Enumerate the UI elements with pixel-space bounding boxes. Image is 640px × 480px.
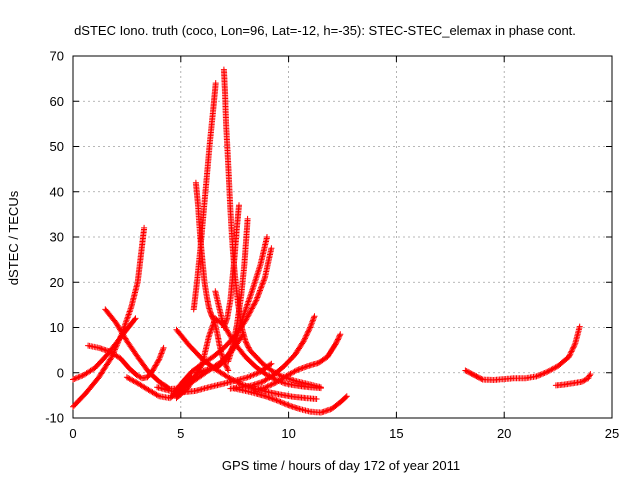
x-axis-title: GPS time / hours of day 172 of year 2011 [222,458,460,473]
data-series [225,215,251,365]
chart-title: dSTEC Iono. truth (coco, Lon=96, Lat=-12… [74,23,576,38]
x-tick-label: 0 [69,426,76,441]
y-tick-label: 50 [50,139,64,154]
data-series [227,313,318,392]
y-tick-label: 30 [50,230,64,245]
data-series [552,371,594,389]
y-tick-labels: -10 0 10 20 30 40 50 60 70 [45,49,64,426]
data-series [462,323,583,383]
y-tick-label: 20 [50,275,64,290]
data-point-markers [225,215,251,365]
y-tick-label: 40 [50,184,64,199]
series-layer [70,66,594,416]
y-tick-label: 0 [57,365,64,380]
grid [73,56,612,418]
data-point-markers [251,331,344,393]
y-axis-title: dSTEC / TECUs [6,190,21,285]
data-point-markers [462,323,583,383]
x-tick-label: 15 [389,426,403,441]
y-tick-label: 70 [50,49,64,64]
x-tick-label: 10 [281,426,295,441]
x-tick-label: 5 [177,426,184,441]
y-tick-label: 60 [50,94,64,109]
x-tick-label: 20 [497,426,511,441]
data-point-markers [552,371,594,389]
tick-marks [72,55,613,419]
y-tick-label: 10 [50,320,64,335]
data-point-markers [212,202,242,331]
data-series [212,202,242,331]
data-series [190,80,219,313]
data-point-markers [227,313,318,392]
data-point-markers [190,80,219,313]
data-series [251,331,344,393]
x-tick-labels: 0 5 10 15 20 25 [69,426,619,441]
x-tick-label: 25 [605,426,619,441]
y-tick-label: -10 [45,411,64,426]
data-series [85,342,167,382]
data-point-markers [85,342,167,382]
